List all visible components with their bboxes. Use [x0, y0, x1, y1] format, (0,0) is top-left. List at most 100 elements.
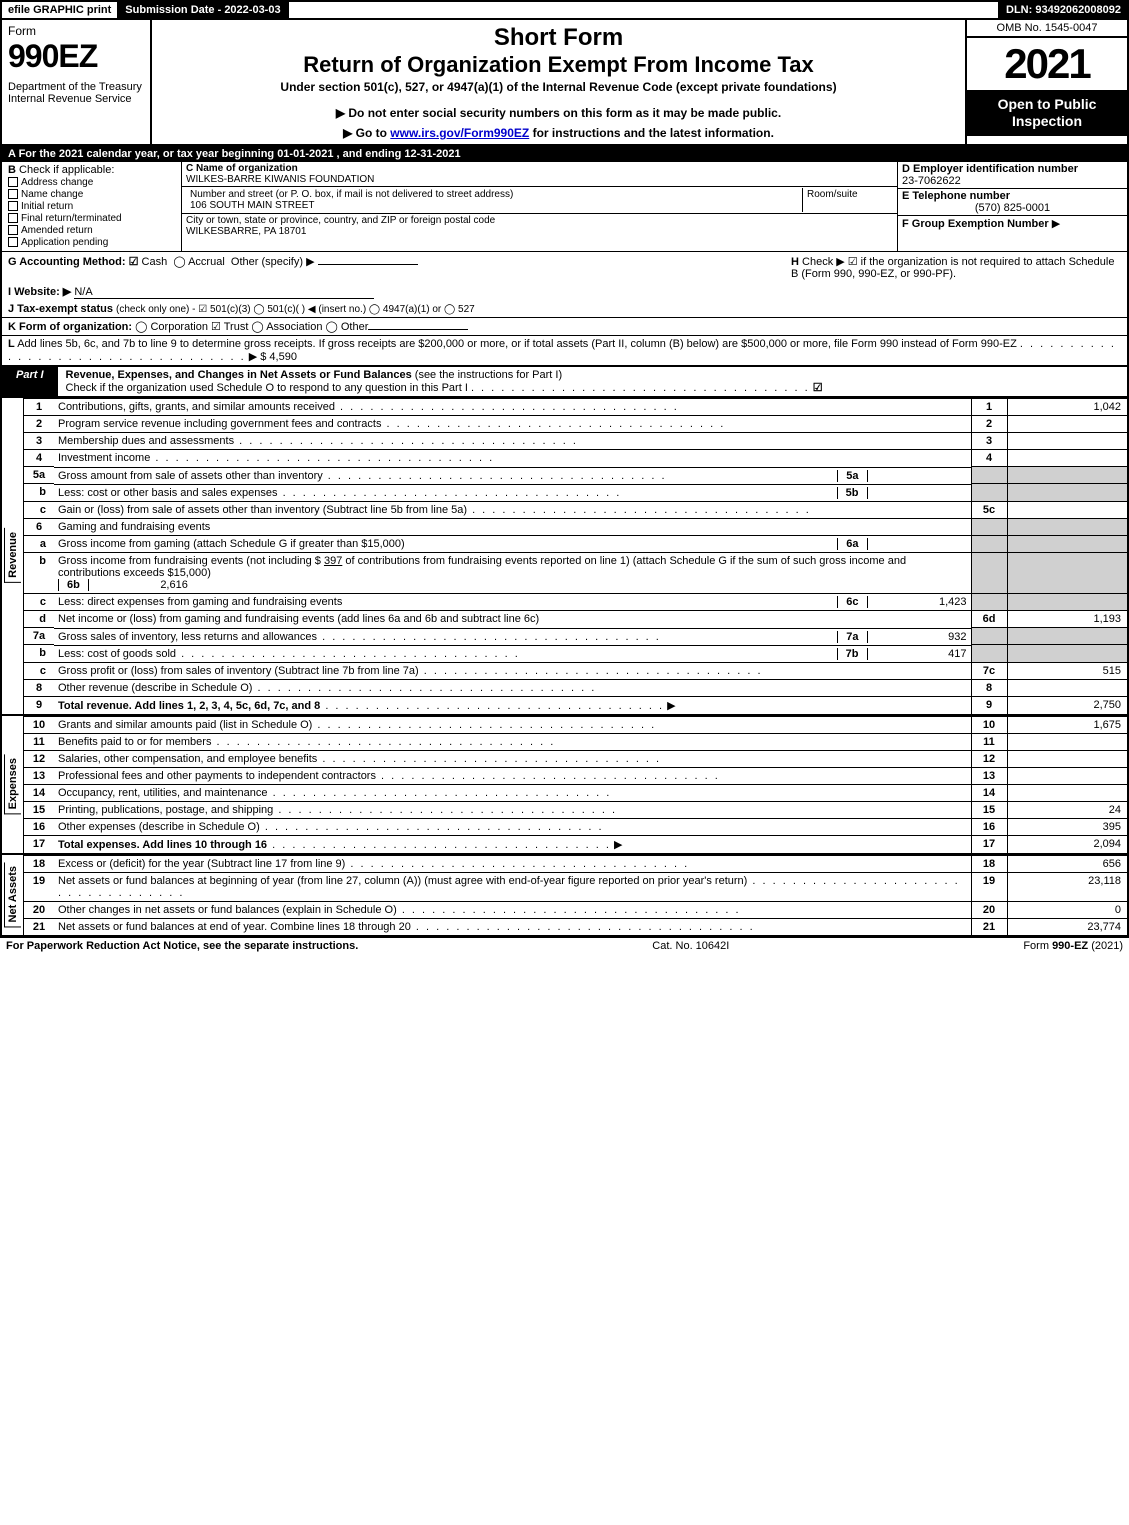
chk-initial-return[interactable]: Initial return: [8, 201, 175, 212]
line-11: 11Benefits paid to or for members11: [24, 733, 1127, 750]
c-street-label: Number and street (or P. O. box, if mail…: [190, 189, 513, 200]
under-section: Under section 501(c), 527, or 4947(a)(1)…: [162, 80, 955, 94]
submission-date: Submission Date - 2022-03-03: [119, 2, 288, 18]
chk-application-pending[interactable]: Application pending: [8, 237, 175, 248]
h-label: H: [791, 256, 799, 268]
department: Department of the Treasury Internal Reve…: [8, 81, 144, 105]
line-9: 9Total revenue. Add lines 1, 2, 3, 4, 5c…: [24, 696, 1127, 714]
line-16: 16Other expenses (describe in Schedule O…: [24, 818, 1127, 835]
omb-number: OMB No. 1545-0047: [967, 20, 1127, 38]
k-label: K Form of organization:: [8, 321, 132, 333]
line-6a: aGross income from gaming (attach Schedu…: [24, 535, 1127, 552]
e-label: E Telephone number: [902, 190, 1010, 202]
i-label: I Website: ▶: [8, 285, 71, 298]
l-val: 4,590: [269, 351, 297, 363]
part1-tag: Part I: [2, 367, 58, 396]
part1-sub: (see the instructions for Part I): [412, 369, 562, 381]
line-18: 18Excess or (deficit) for the year (Subt…: [24, 855, 1127, 872]
l-arrow: ▶ $: [249, 351, 270, 363]
revenue-block: Revenue 1Contributions, gifts, grants, a…: [0, 398, 1129, 716]
form-word: Form: [8, 24, 36, 38]
k-text: ◯ Corporation ☑ Trust ◯ Association ◯ Ot…: [135, 320, 368, 333]
line-17: 17Total expenses. Add lines 10 through 1…: [24, 835, 1127, 853]
col-c: C Name of organization WILKES-BARRE KIWA…: [182, 162, 897, 251]
b-letter: B: [8, 164, 16, 176]
page-footer: For Paperwork Reduction Act Notice, see …: [0, 937, 1129, 954]
line-8: 8Other revenue (describe in Schedule O)8: [24, 679, 1127, 696]
line-6b: bGross income from fundraising events (n…: [24, 552, 1127, 593]
g-cash: Cash: [142, 256, 168, 268]
short-form-title: Short Form: [162, 24, 955, 52]
expenses-block: Expenses 10Grants and similar amounts pa…: [0, 716, 1129, 855]
g-label: G Accounting Method:: [8, 256, 126, 268]
vtab-netassets: Net Assets: [4, 862, 21, 927]
line-5b: bLess: cost or other basis and sales exp…: [24, 484, 1127, 502]
goto-line: ▶ Go to www.irs.gov/Form990EZ for instru…: [162, 126, 955, 140]
part1-header: Part I Revenue, Expenses, and Changes in…: [0, 366, 1129, 398]
line-2: 2Program service revenue including gover…: [24, 416, 1127, 433]
line-15: 15Printing, publications, postage, and s…: [24, 801, 1127, 818]
line-21: 21Net assets or fund balances at end of …: [24, 918, 1127, 935]
header-right: OMB No. 1545-0047 2021 Open to Public In…: [967, 20, 1127, 144]
row-l: L Add lines 5b, 6c, and 7b to line 9 to …: [0, 335, 1129, 366]
footer-left: For Paperwork Reduction Act Notice, see …: [6, 940, 358, 952]
row-i: I Website: ▶ N/A: [0, 283, 1129, 301]
goto-post: for instructions and the latest informat…: [529, 126, 774, 140]
goto-pre: ▶ Go to: [343, 126, 390, 140]
g-cash-check[interactable]: ☑: [129, 256, 142, 268]
tax-year: 2021: [967, 38, 1127, 90]
row-j: J Tax-exempt status (check only one) - ☑…: [0, 301, 1129, 317]
chk-address-change[interactable]: Address change: [8, 177, 175, 188]
top-bar: efile GRAPHIC print Submission Date - 20…: [0, 0, 1129, 20]
dln: DLN: 93492062008092: [998, 2, 1127, 18]
form-number: 990EZ: [8, 38, 144, 75]
b-label: Check if applicable:: [19, 164, 114, 176]
line-4: 4Investment income4: [24, 450, 1127, 467]
open-inspection: Open to Public Inspection: [967, 90, 1127, 136]
vtab-expenses: Expenses: [4, 754, 21, 814]
col-b: B Check if applicable: Address change Na…: [2, 162, 182, 251]
ssn-warning: ▶ Do not enter social security numbers o…: [162, 106, 955, 120]
org-city: WILKESBARRE, PA 18701: [186, 226, 306, 237]
l-text: Add lines 5b, 6c, and 7b to line 9 to de…: [17, 338, 1017, 350]
line-7b: bLess: cost of goods sold7b417: [24, 645, 1127, 663]
efile-label[interactable]: efile GRAPHIC print: [2, 2, 119, 18]
g-accrual[interactable]: Accrual: [188, 256, 225, 268]
line-6c: cLess: direct expenses from gaming and f…: [24, 593, 1127, 611]
line-3: 3Membership dues and assessments3: [24, 433, 1127, 450]
form-title: Return of Organization Exempt From Incom…: [162, 52, 955, 78]
line-1: 1Contributions, gifts, grants, and simil…: [24, 399, 1127, 416]
j-label: J Tax-exempt status: [8, 303, 113, 315]
part1-check-mark[interactable]: ☑: [813, 382, 823, 394]
row-gh: G Accounting Method: ☑ Cash ◯ Accrual Ot…: [0, 252, 1129, 283]
line-5a: 5aGross amount from sale of assets other…: [24, 467, 1127, 484]
part1-check-line: Check if the organization used Schedule …: [66, 382, 468, 394]
line-14: 14Occupancy, rent, utilities, and mainte…: [24, 784, 1127, 801]
line-6d: dNet income or (loss) from gaming and fu…: [24, 611, 1127, 628]
g-other[interactable]: Other (specify) ▶: [231, 256, 315, 268]
f-label: F Group Exemption Number: [902, 218, 1049, 230]
room-suite-label: Room/suite: [803, 188, 893, 212]
footer-right: Form 990-EZ (2021): [1023, 940, 1123, 952]
header-mid: Short Form Return of Organization Exempt…: [152, 20, 967, 144]
h-text: Check ▶ ☑ if the organization is not req…: [791, 256, 1114, 280]
line-5c: cGain or (loss) from sale of assets othe…: [24, 501, 1127, 518]
netassets-block: Net Assets 18Excess or (deficit) for the…: [0, 855, 1129, 937]
f-arrow: ▶: [1052, 218, 1060, 230]
chk-name-change[interactable]: Name change: [8, 189, 175, 200]
footer-catno: Cat. No. 10642I: [652, 940, 729, 952]
form-header: Form 990EZ Department of the Treasury In…: [0, 20, 1129, 146]
org-street: 106 SOUTH MAIN STREET: [190, 200, 314, 211]
irs-link[interactable]: www.irs.gov/Form990EZ: [390, 126, 529, 140]
line-19: 19Net assets or fund balances at beginni…: [24, 872, 1127, 901]
org-name: WILKES-BARRE KIWANIS FOUNDATION: [186, 174, 374, 185]
col-def: D Employer identification number 23-7062…: [897, 162, 1127, 251]
c-name-label: C Name of organization: [186, 163, 298, 174]
c-city-label: City or town, state or province, country…: [186, 215, 495, 226]
chk-amended-return[interactable]: Amended return: [8, 225, 175, 236]
section-a: A For the 2021 calendar year, or tax yea…: [0, 146, 1129, 162]
row-k: K Form of organization: ◯ Corporation ☑ …: [0, 317, 1129, 335]
chk-final-return[interactable]: Final return/terminated: [8, 213, 175, 224]
vtab-revenue: Revenue: [4, 528, 21, 583]
website: N/A: [74, 286, 374, 299]
